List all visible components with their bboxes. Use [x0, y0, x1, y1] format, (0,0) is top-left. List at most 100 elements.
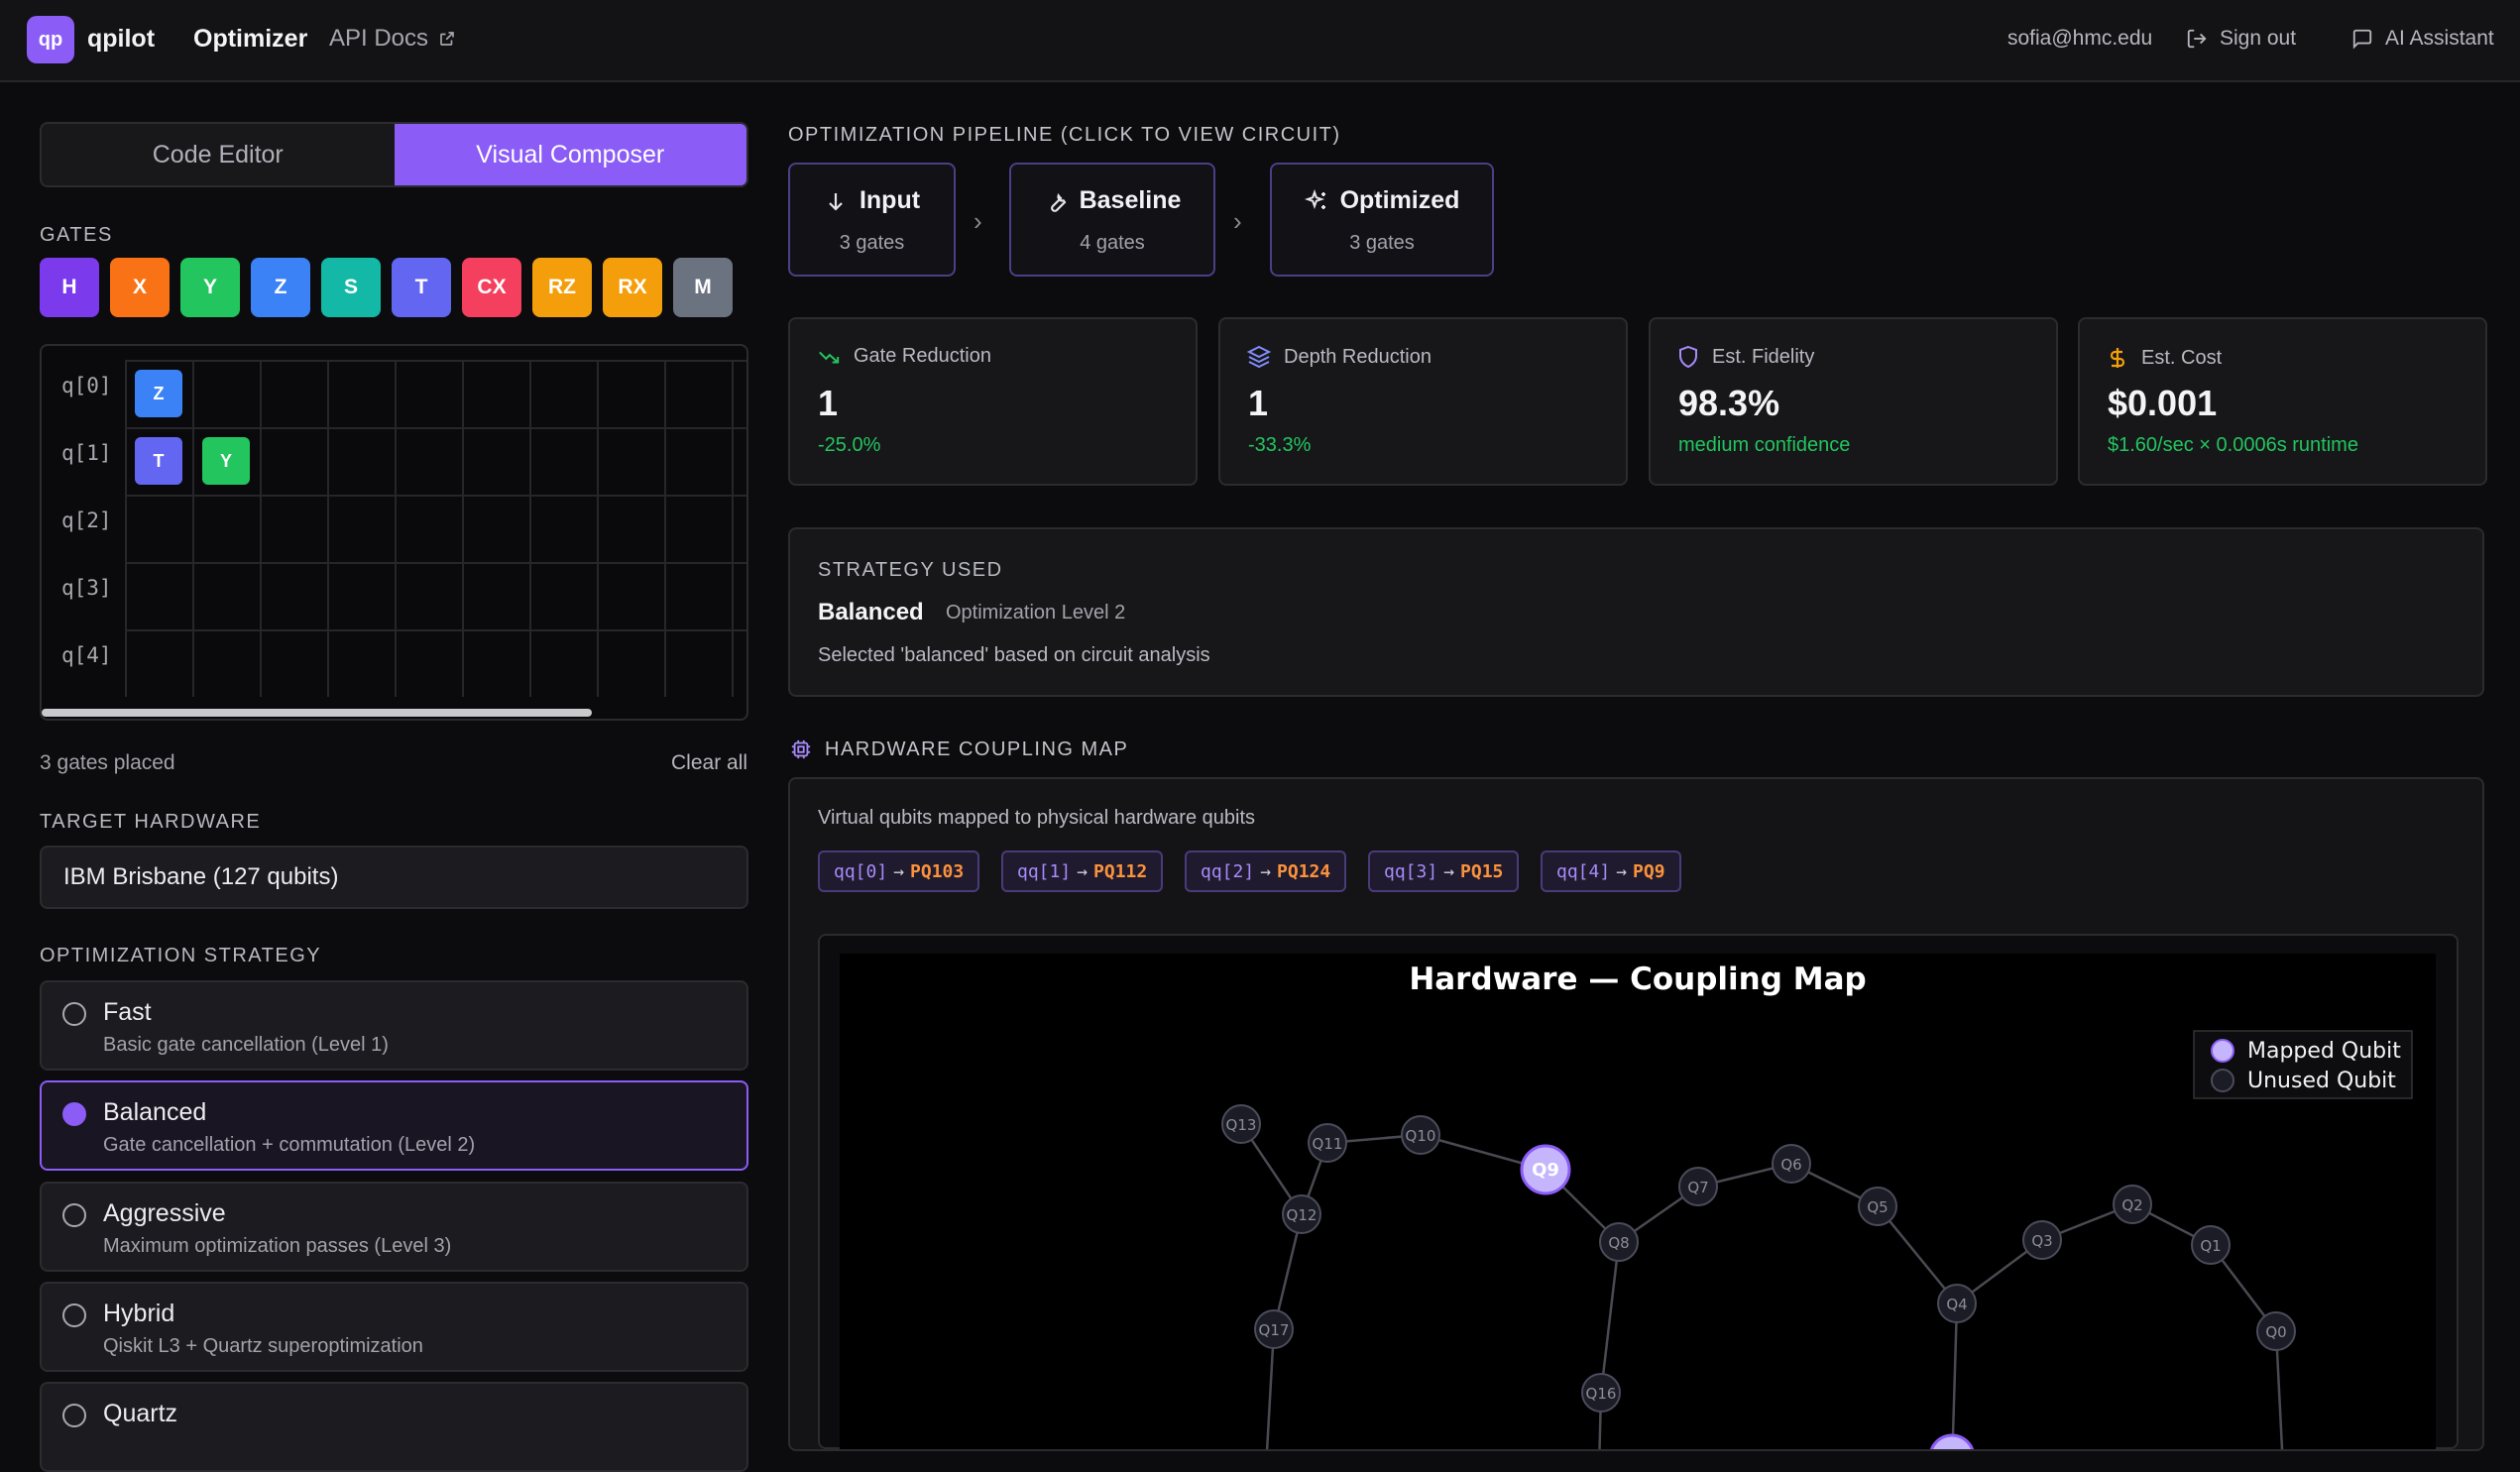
qubit-node-q13[interactable]: Q13	[1221, 1104, 1261, 1144]
placed-gate[interactable]: Y	[202, 437, 250, 485]
qubit-node-label: Q12	[1287, 1206, 1317, 1224]
qubit-node-circle	[2256, 1311, 2296, 1351]
radio-button[interactable]	[62, 1404, 86, 1427]
strategy-option-fast[interactable]: Fast Basic gate cancellation (Level 1)	[40, 980, 748, 1071]
strategy-option-hybrid[interactable]: Hybrid Qiskit L3 + Quartz superoptimizati…	[40, 1282, 748, 1372]
nav-api-docs-link[interactable]: API Docs	[329, 25, 456, 53]
gate-button-y[interactable]: Y	[180, 258, 240, 317]
qubit-mapping-chip: qq[4] → PQ9	[1541, 850, 1681, 892]
circuit-cells[interactable]	[125, 360, 746, 697]
qubit-node-label: Q5	[1867, 1198, 1888, 1216]
qubit-node-q6[interactable]: Q6	[1772, 1144, 1811, 1184]
top-header: qp qpilot Optimizer API Docs sofia@hmc.e…	[0, 0, 2520, 82]
qubit-node-q10[interactable]: Q10	[1401, 1115, 1440, 1155]
qubit-node-label: Q9	[1532, 1160, 1559, 1181]
target-hardware-select[interactable]: IBM Brisbane (127 qubits)	[40, 846, 748, 909]
coupling-map-canvas[interactable]: Hardware — Coupling Map Q13 Q11 Q10 Q9 Q12 Q7…	[840, 954, 2436, 1472]
gate-button-rx[interactable]: RX	[603, 258, 662, 317]
chat-icon	[2352, 29, 2372, 50]
gate-button-rz[interactable]: RZ	[532, 258, 592, 317]
strategy-option-aggressive[interactable]: Aggressive Maximum optimization passes (L…	[40, 1182, 748, 1272]
optimization-strategy-label: OPTIMIZATION STRATEGY	[40, 945, 322, 966]
physical-qubit: PQ124	[1277, 860, 1331, 882]
virtual-qubit: qq[1]	[1017, 860, 1072, 882]
coupling-edge	[1877, 1205, 1958, 1304]
qubit-node-circle	[1581, 1373, 1621, 1413]
gate-button-x[interactable]: X	[110, 258, 170, 317]
metric-sub: -33.3%	[1248, 434, 1312, 456]
virtual-qubit: qq[4]	[1556, 860, 1611, 882]
qubit-node-q17[interactable]: Q17	[1254, 1309, 1294, 1349]
qubit-node-q2[interactable]: Q2	[2113, 1185, 2152, 1224]
radio-button[interactable]	[62, 1002, 86, 1026]
strategy-used-label: STRATEGY USED	[818, 559, 1003, 581]
gate-palette: H X Y Z S T CX RZ RX M	[40, 258, 733, 317]
placed-gate[interactable]: T	[135, 437, 182, 485]
brand-name[interactable]: qpilot	[87, 25, 156, 53]
pipeline-baseline[interactable]: Baseline 4 gates	[1009, 163, 1215, 277]
clear-all-button[interactable]: Clear all	[671, 751, 748, 774]
ai-assistant-button[interactable]: AI Assistant	[2351, 27, 2494, 51]
radio-button[interactable]	[62, 1303, 86, 1327]
legend-mapped-marker	[2211, 1039, 2234, 1063]
legend-unused-marker	[2211, 1069, 2234, 1092]
qubit-node-q7[interactable]: Q7	[1678, 1167, 1718, 1206]
qubit-mapping-chip: qq[0] → PQ103	[818, 850, 980, 892]
gate-button-m[interactable]: M	[673, 258, 733, 317]
app-logo[interactable]: qp	[27, 16, 74, 63]
qubit-node-label: Q3	[2031, 1232, 2052, 1250]
qubit-node-q9[interactable]: Q9	[1520, 1144, 1571, 1195]
qubit-node-q8[interactable]: Q8	[1599, 1222, 1639, 1262]
pipeline-label: OPTIMIZATION PIPELINE (CLICK TO VIEW CIR…	[788, 124, 1341, 146]
qubit-node-label: Q0	[2265, 1323, 2286, 1341]
tab-code-editor[interactable]: Code Editor	[152, 140, 284, 169]
qubit-node-q4[interactable]: Q4	[1937, 1284, 1977, 1323]
metric-est-cost: Est. Cost $0.001 $1.60/sec × 0.0006s run…	[2078, 317, 2487, 486]
radio-button[interactable]	[62, 1203, 86, 1227]
arrow-right-icon: →	[1443, 860, 1455, 882]
qubit-node-q0[interactable]: Q0	[2256, 1311, 2296, 1351]
qubit-node-circle	[2113, 1185, 2152, 1224]
pipeline-input[interactable]: Input 3 gates	[788, 163, 956, 277]
qubit-node-q5[interactable]: Q5	[1858, 1187, 1897, 1226]
radio-button[interactable]	[62, 1102, 86, 1126]
nav-optimizer-link[interactable]: Optimizer	[193, 25, 308, 53]
pipeline-baseline-count: 4 gates	[1080, 232, 1145, 254]
placed-gate[interactable]: Z	[135, 370, 182, 417]
qubit-node-q1[interactable]: Q1	[2191, 1225, 2231, 1265]
qubit-node-q11[interactable]: Q11	[1308, 1123, 1347, 1163]
qubit-node-circle	[1937, 1284, 1977, 1323]
strategy-used-level: Optimization Level 2	[946, 602, 1126, 623]
strategy-title: Quartz	[103, 1400, 178, 1427]
gate-button-h[interactable]: H	[40, 258, 99, 317]
sign-out-button[interactable]: Sign out	[2186, 27, 2296, 51]
qubit-node-offscreen[interactable]	[1928, 1433, 1976, 1472]
tab-visual-composer[interactable]: Visual Composer	[394, 124, 746, 185]
qubit-mapping-chip: qq[3] → PQ15	[1368, 850, 1520, 892]
coupling-map-graph[interactable]: Hardware — Coupling Map Q13 Q11 Q10 Q9 Q12 Q7…	[840, 954, 2436, 1472]
pipeline-optimized[interactable]: Optimized 3 gates	[1270, 163, 1494, 277]
horizontal-scrollbar[interactable]	[42, 709, 592, 717]
qubit-node-label: Q1	[2200, 1237, 2221, 1255]
qubit-node-q16[interactable]: Q16	[1581, 1373, 1621, 1413]
qubit-node-label: Q8	[1608, 1234, 1629, 1252]
gate-button-cx[interactable]: CX	[462, 258, 521, 317]
strategy-title: Fast	[103, 998, 152, 1026]
qubit-node-q12[interactable]: Q12	[1282, 1194, 1321, 1234]
pipeline-optimized-title: Optimized	[1272, 186, 1492, 215]
strategy-option-balanced[interactable]: Balanced Gate cancellation + commutation …	[40, 1080, 748, 1171]
gate-button-z[interactable]: Z	[251, 258, 310, 317]
qubit-node-circle	[1599, 1222, 1639, 1262]
strategy-title: Hybrid	[103, 1300, 175, 1327]
qubit-node-circle	[1772, 1144, 1811, 1184]
arrow-right-icon: →	[893, 860, 905, 882]
gate-button-s[interactable]: S	[321, 258, 381, 317]
gate-button-t[interactable]: T	[392, 258, 451, 317]
metric-est-fidelity: Est. Fidelity 98.3% medium confidence	[1649, 317, 2058, 486]
qubit-node-q3[interactable]: Q3	[2022, 1220, 2062, 1260]
qubit-node-label: Q11	[1313, 1135, 1343, 1153]
qubit-node-circle	[1858, 1187, 1897, 1226]
metric-sub: $1.60/sec × 0.0006s runtime	[2108, 434, 2358, 456]
qubit-node-circle	[1308, 1123, 1347, 1163]
